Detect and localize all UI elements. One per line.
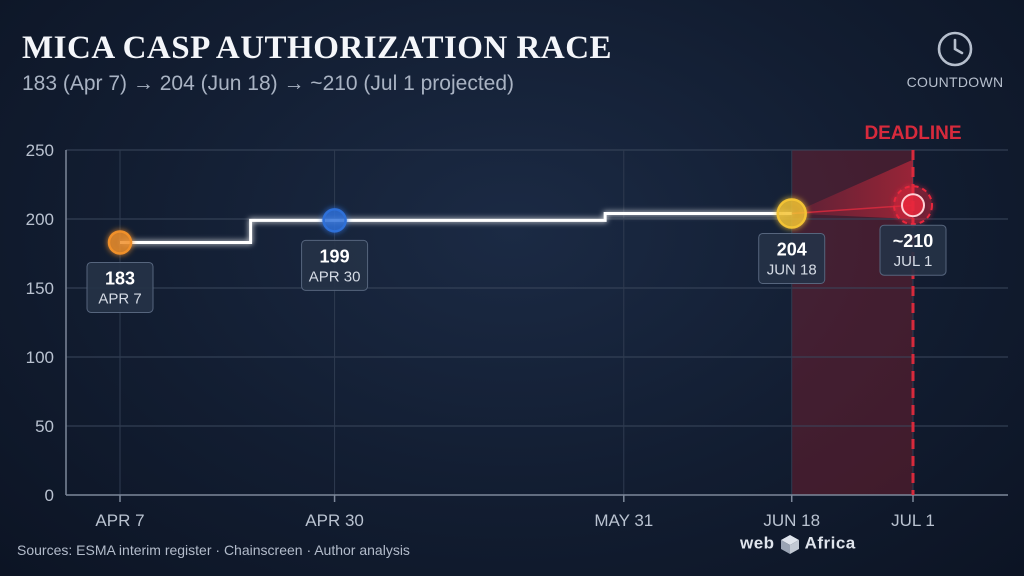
data-point xyxy=(107,230,133,255)
clock-icon xyxy=(937,31,973,67)
projection-line xyxy=(791,204,914,215)
data-label-value: ~210 xyxy=(893,231,934,251)
data-label-value: 183 xyxy=(105,268,135,288)
data-label-value: 199 xyxy=(320,246,350,266)
data-point xyxy=(322,208,347,233)
y-tick-label: 50 xyxy=(35,417,54,436)
data-label-date: JUL 1 xyxy=(894,253,933,270)
x-tick-label: APR 7 xyxy=(95,511,144,530)
step-series-line xyxy=(120,211,792,244)
data-point xyxy=(776,198,807,229)
data-label-box xyxy=(301,239,369,291)
data-label-value: 204 xyxy=(777,239,807,259)
y-tick-label: 200 xyxy=(26,210,54,229)
brand-text-left: web xyxy=(740,533,775,553)
y-tick-label: 0 xyxy=(45,486,54,505)
cube-icon xyxy=(780,535,799,554)
data-label-date: APR 30 xyxy=(309,268,361,285)
brand-text-right: Africa xyxy=(804,533,856,553)
y-tick-label: 100 xyxy=(26,348,54,367)
deadline-label: DEADLINE xyxy=(864,123,961,144)
sources-note: Sources: ESMA interim register · Chainsc… xyxy=(17,542,410,558)
projected-point xyxy=(901,193,925,218)
x-tick-label: APR 30 xyxy=(305,511,364,530)
projection-cone xyxy=(791,159,913,219)
data-label-date: JUN 18 xyxy=(767,261,817,278)
data-label-box xyxy=(86,261,154,313)
data-label-box xyxy=(879,224,947,276)
x-tick-label: MAY 31 xyxy=(594,511,653,530)
data-label-date: APR 7 xyxy=(98,290,141,307)
x-tick-label: JUL 1 xyxy=(891,511,935,530)
y-tick-label: 150 xyxy=(26,279,54,298)
chart-subtitle: 183 (Apr 7) → 204 (Jun 18) → ~210 (Jul 1… xyxy=(22,72,515,95)
brand-logo: web Africa xyxy=(740,533,856,555)
y-tick-label: 250 xyxy=(26,141,54,160)
x-tick-label: JUN 18 xyxy=(763,511,820,530)
data-label-box xyxy=(758,232,826,284)
countdown-label: COUNTDOWN xyxy=(906,74,1004,90)
countdown-widget: COUNTDOWN xyxy=(898,30,1012,100)
chart-title: MICA CASP AUTHORIZATION RACE xyxy=(22,30,613,66)
